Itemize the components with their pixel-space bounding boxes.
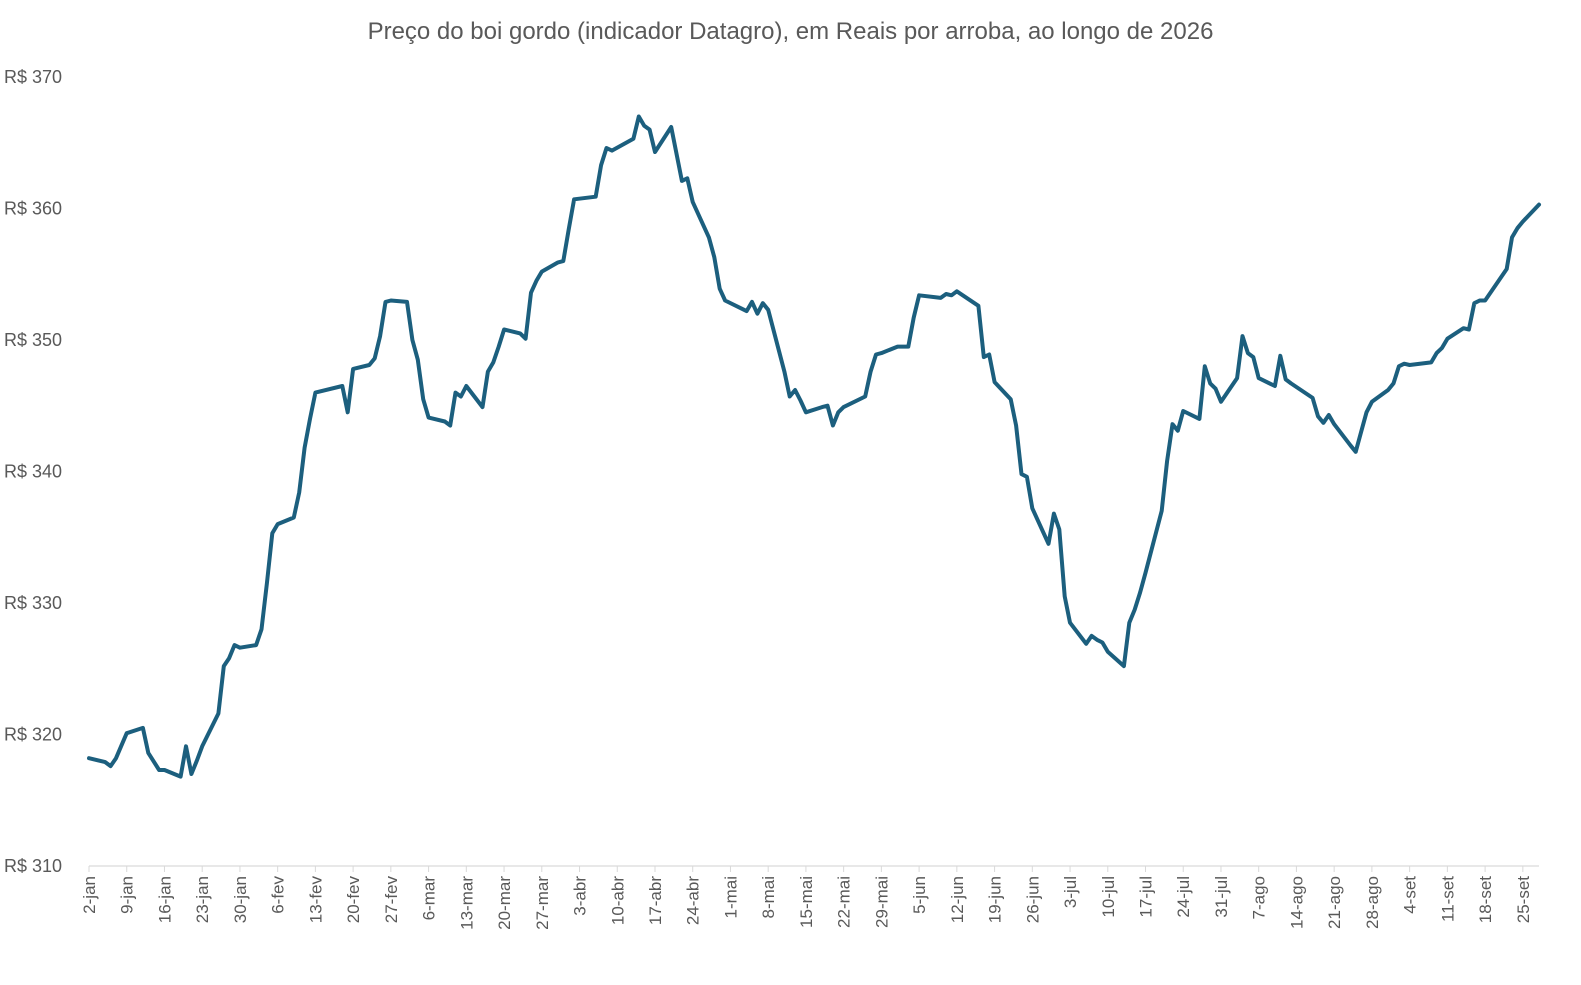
x-tick-label: 6-mar <box>420 876 439 921</box>
x-tick-label: 10-jul <box>1099 876 1118 918</box>
x-tick-label: 29-mai <box>872 876 891 928</box>
x-tick-label: 17-jul <box>1137 876 1156 918</box>
x-tick-label: 27-fev <box>382 876 401 924</box>
x-tick-label: 3-abr <box>571 876 590 916</box>
x-tick-label: 24-abr <box>684 876 703 925</box>
x-tick-label: 4-set <box>1401 876 1420 914</box>
x-tick-label: 22-mai <box>835 876 854 928</box>
y-tick-label: R$ 330 <box>4 593 62 613</box>
x-axis-ticks: 2-jan 9-jan 16-jan 23-jan 30-jan 6-fev 13-fev 2… <box>80 866 1533 930</box>
y-tick-label: R$ 360 <box>4 199 62 219</box>
y-axis-ticks: R$ 310 R$ 320 R$ 330 R$ 340 R$ 350 R$ 360 R$ 3… <box>4 67 62 876</box>
x-tick-label: 1-mai <box>721 876 740 919</box>
y-tick-label: R$ 350 <box>4 330 62 350</box>
y-tick-label: R$ 320 <box>4 725 62 745</box>
x-tick-label: 10-abr <box>608 876 627 925</box>
y-tick-label: R$ 340 <box>4 462 62 482</box>
x-tick-label: 27-mar <box>533 876 552 930</box>
x-tick-label: 23-jan <box>193 876 212 923</box>
x-tick-label: 2-jan <box>80 876 99 914</box>
x-tick-label: 25-set <box>1514 876 1533 924</box>
x-tick-label: 6-fev <box>269 876 288 914</box>
x-tick-label: 15-mai <box>797 876 816 928</box>
price-series-line <box>87 114 1541 779</box>
x-tick-label: 31-jul <box>1212 876 1231 918</box>
x-tick-label: 30-jan <box>231 876 250 923</box>
x-tick-label: 13-fev <box>306 876 325 924</box>
chart-title: Preço do boi gordo (indicador Datagro), … <box>367 18 1214 45</box>
y-tick-label: R$ 370 <box>4 67 62 87</box>
x-tick-label: 5-jun <box>910 876 929 914</box>
x-tick-label: 24-jul <box>1174 876 1193 918</box>
x-tick-label: 17-abr <box>646 876 665 925</box>
x-tick-label: 7-ago <box>1250 876 1269 919</box>
x-tick-label: 14-ago <box>1287 876 1306 929</box>
x-tick-label: 20-mar <box>495 876 514 930</box>
x-tick-label: 20-fev <box>344 876 363 924</box>
x-tick-label: 28-ago <box>1363 876 1382 929</box>
series-group <box>87 114 1541 779</box>
x-tick-label: 3-jul <box>1061 876 1080 908</box>
x-tick-label: 13-mar <box>457 876 476 930</box>
x-tick-label: 26-jun <box>1023 876 1042 923</box>
x-tick-label: 18-set <box>1476 876 1495 924</box>
x-tick-label: 19-jun <box>986 876 1005 923</box>
x-tick-label: 16-jan <box>155 876 174 923</box>
x-tick-label: 21-ago <box>1325 876 1344 929</box>
x-tick-label: 11-set <box>1438 876 1457 922</box>
y-tick-label: R$ 310 <box>4 856 62 876</box>
x-tick-label: 12-jun <box>948 876 967 923</box>
x-tick-label: 9-jan <box>118 876 137 914</box>
x-tick-label: 8-mai <box>759 876 778 919</box>
